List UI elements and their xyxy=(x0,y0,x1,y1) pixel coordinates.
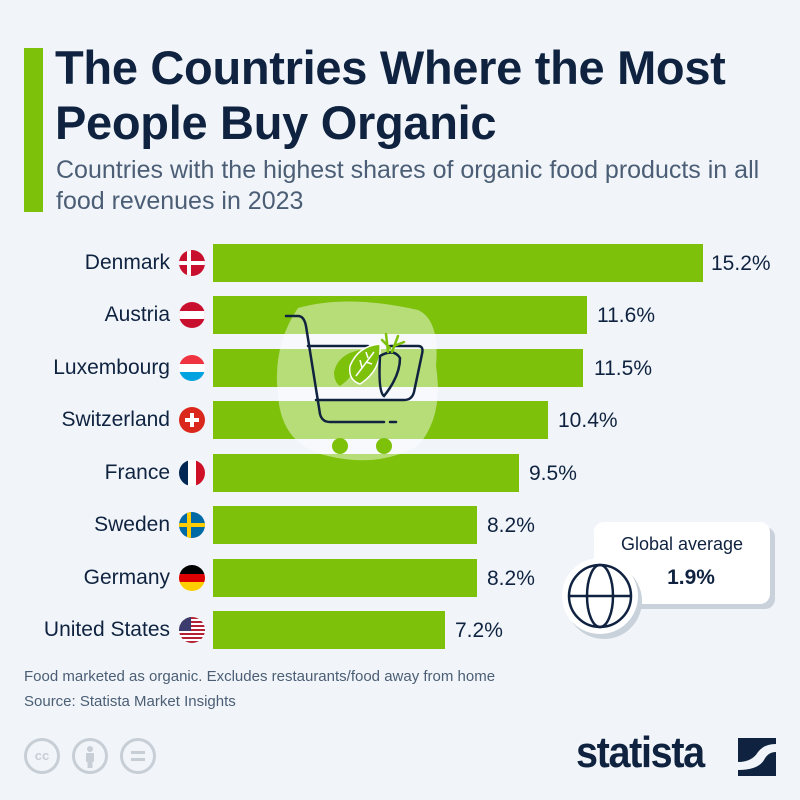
denmark-flag-icon xyxy=(179,250,205,276)
value-label: 8.2% xyxy=(487,514,535,537)
callout-value: 1.9% xyxy=(667,566,715,589)
bar-row-luxembourg: Luxembourg 11.5% xyxy=(0,349,800,387)
bar-row-denmark: Denmark 15.2% xyxy=(0,244,800,282)
value-label: 8.2% xyxy=(487,567,535,590)
source-note: Source: Statista Market Insights xyxy=(24,693,236,710)
no-derivatives-icon[interactable] xyxy=(120,738,156,774)
bar xyxy=(213,296,587,334)
bar xyxy=(213,349,583,387)
country-label: Denmark xyxy=(84,251,170,274)
value-label: 7.2% xyxy=(455,619,503,642)
usa-flag-icon xyxy=(179,617,205,643)
value-label: 9.5% xyxy=(529,462,577,485)
bar-row-united-states: United States 7.2% xyxy=(0,611,800,649)
country-label: Germany xyxy=(83,566,170,589)
callout-caption: Global average xyxy=(620,534,744,554)
luxembourg-flag-icon xyxy=(179,355,205,381)
bar-row-germany: Germany 8.2% xyxy=(0,559,800,597)
statista-wordmark[interactable]: statista xyxy=(576,728,705,777)
title-accent-bar xyxy=(24,48,43,212)
france-flag-icon xyxy=(179,460,205,486)
cc-icon[interactable]: cc xyxy=(24,738,60,774)
statista-logo-icon[interactable] xyxy=(738,738,776,776)
value-label: 11.5% xyxy=(594,357,652,380)
bar xyxy=(213,401,548,439)
bar-row-sweden: Sweden 8.2% xyxy=(0,506,800,544)
germany-flag-icon xyxy=(179,565,205,591)
global-average-callout: Global average 1.9% xyxy=(594,522,770,604)
country-label: Austria xyxy=(104,303,170,326)
bar-row-austria: Austria 11.6% xyxy=(0,296,800,334)
bar xyxy=(213,611,445,649)
sweden-flag-icon xyxy=(179,512,205,538)
bar-row-france: France 9.5% xyxy=(0,454,800,492)
country-label: France xyxy=(104,461,170,484)
globe-icon xyxy=(562,558,638,634)
value-label: 10.4% xyxy=(558,409,618,432)
country-label: United States xyxy=(43,618,170,641)
country-label: Switzerland xyxy=(61,408,170,431)
austria-flag-icon xyxy=(179,302,205,328)
value-label: 11.6% xyxy=(597,304,655,327)
chart-title: The Countries Where the Most People Buy … xyxy=(55,41,726,149)
bar xyxy=(213,244,703,282)
footnote: Food marketed as organic. Excludes resta… xyxy=(24,668,496,685)
bar xyxy=(213,454,519,492)
attribution-icon[interactable] xyxy=(72,738,108,774)
country-label: Luxembourg xyxy=(53,356,170,379)
bar xyxy=(213,559,477,597)
value-label: 15.2% xyxy=(711,252,771,275)
bar-row-switzerland: Switzerland 10.4% xyxy=(0,401,800,439)
chart-subtitle: Countries with the highest shares of org… xyxy=(56,156,760,215)
country-label: Sweden xyxy=(94,513,170,536)
bar xyxy=(213,506,477,544)
switzerland-flag-icon xyxy=(179,407,205,433)
